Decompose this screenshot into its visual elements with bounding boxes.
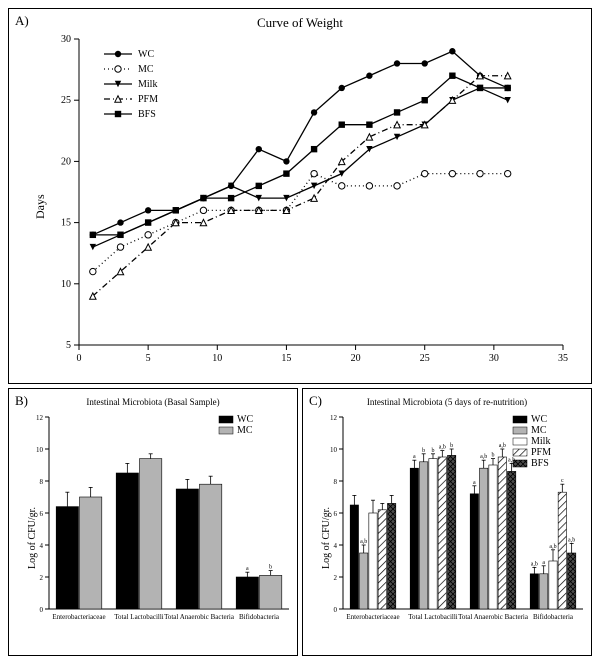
svg-text:a: a xyxy=(542,560,545,566)
svg-text:BFS: BFS xyxy=(138,109,156,120)
svg-text:15: 15 xyxy=(61,218,71,229)
svg-text:25: 25 xyxy=(420,353,430,364)
svg-text:35: 35 xyxy=(558,353,568,364)
svg-text:PFM: PFM xyxy=(138,94,158,105)
svg-text:WC: WC xyxy=(531,414,547,425)
svg-text:0: 0 xyxy=(334,606,338,614)
svg-text:MC: MC xyxy=(138,64,154,75)
svg-text:a,b: a,b xyxy=(499,443,506,449)
panel-b-title: Intestinal Microbiota (Basal Sample) xyxy=(9,397,297,407)
svg-text:12: 12 xyxy=(330,414,338,422)
svg-text:b: b xyxy=(422,448,425,454)
svg-text:a: a xyxy=(473,480,476,486)
svg-text:6: 6 xyxy=(40,510,44,518)
svg-text:2: 2 xyxy=(334,574,338,582)
svg-text:5: 5 xyxy=(146,353,151,364)
svg-text:WC: WC xyxy=(138,49,154,60)
panel-c-chart: 024681012a,bEnterobacteriaceaeabba,bbTot… xyxy=(303,389,593,657)
svg-text:2: 2 xyxy=(40,574,44,582)
svg-text:30: 30 xyxy=(489,353,499,364)
svg-text:Total Lactobacilli: Total Lactobacilli xyxy=(408,613,458,621)
svg-text:0: 0 xyxy=(40,606,44,614)
svg-text:Bifidobacteria: Bifidobacteria xyxy=(239,613,280,621)
svg-text:a,b: a,b xyxy=(549,544,556,550)
svg-text:Total Anaerobic Bacteria: Total Anaerobic Bacteria xyxy=(458,613,529,621)
panel-a-ylabel: Days xyxy=(33,194,48,219)
svg-text:8: 8 xyxy=(40,478,44,486)
panel-b-chart: 0 2 4 6 8 10 12 Enterobacteriaceae Total Lactoba… xyxy=(9,389,299,657)
panel-a: A) Curve of Weight Days 0510152025303551… xyxy=(8,8,592,384)
svg-text:a,b: a,b xyxy=(531,561,538,567)
svg-text:WC: WC xyxy=(237,414,253,425)
svg-text:b: b xyxy=(432,448,435,454)
svg-text:a,b: a,b xyxy=(480,454,487,460)
svg-text:a,b: a,b xyxy=(360,539,367,545)
svg-text:20: 20 xyxy=(61,156,71,167)
svg-text:10: 10 xyxy=(330,446,338,454)
panel-c: C) Intestinal Microbiota (5 days of re-n… xyxy=(302,388,592,656)
svg-text:4: 4 xyxy=(334,542,338,550)
svg-text:Enterobacteriaceae: Enterobacteriaceae xyxy=(346,613,399,621)
svg-text:a,b: a,b xyxy=(568,537,575,543)
svg-text:4: 4 xyxy=(40,542,44,550)
panel-a-title: Curve of Weight xyxy=(9,15,591,31)
svg-text:a,b: a,b xyxy=(439,445,446,451)
svg-text:c: c xyxy=(561,478,564,484)
panel-a-chart: 0510152025303551015202530WCMCMilkPFMBFS xyxy=(9,9,593,385)
svg-text:BFS: BFS xyxy=(531,458,549,469)
svg-text:a: a xyxy=(246,566,249,572)
svg-text:25: 25 xyxy=(61,95,71,106)
svg-text:10: 10 xyxy=(61,279,71,290)
svg-text:Enterobacteriaceae: Enterobacteriaceae xyxy=(52,613,105,621)
svg-text:PFM: PFM xyxy=(531,447,551,458)
svg-text:10: 10 xyxy=(36,446,44,454)
panel-b-ylabel: Log of CFU/gr. xyxy=(27,507,38,569)
svg-text:b: b xyxy=(492,453,495,459)
panel-c-title: Intestinal Microbiota (5 days of re-nutr… xyxy=(303,397,591,407)
svg-text:Milk: Milk xyxy=(138,79,157,90)
svg-text:10: 10 xyxy=(212,353,222,364)
panel-b: B) Intestinal Microbiota (Basal Sample) … xyxy=(8,388,298,656)
svg-text:Milk: Milk xyxy=(531,436,550,447)
svg-text:0: 0 xyxy=(77,353,82,364)
svg-text:MC: MC xyxy=(237,425,253,436)
svg-text:b: b xyxy=(269,565,272,571)
panel-c-ylabel: Log of CFU/gr. xyxy=(321,507,332,569)
svg-text:MC: MC xyxy=(531,425,547,436)
svg-text:Total Lactobacilli: Total Lactobacilli xyxy=(114,613,164,621)
svg-text:20: 20 xyxy=(351,353,361,364)
svg-text:8: 8 xyxy=(334,478,338,486)
svg-text:5: 5 xyxy=(66,340,71,351)
svg-text:15: 15 xyxy=(281,353,291,364)
svg-text:Bifidobacteria: Bifidobacteria xyxy=(533,613,574,621)
svg-text:b: b xyxy=(450,443,453,449)
svg-text:30: 30 xyxy=(61,34,71,45)
svg-text:6: 6 xyxy=(334,510,338,518)
svg-text:12: 12 xyxy=(36,414,44,422)
svg-text:a: a xyxy=(413,454,416,460)
svg-text:Total Anaerobic Bacteria: Total Anaerobic Bacteria xyxy=(164,613,235,621)
